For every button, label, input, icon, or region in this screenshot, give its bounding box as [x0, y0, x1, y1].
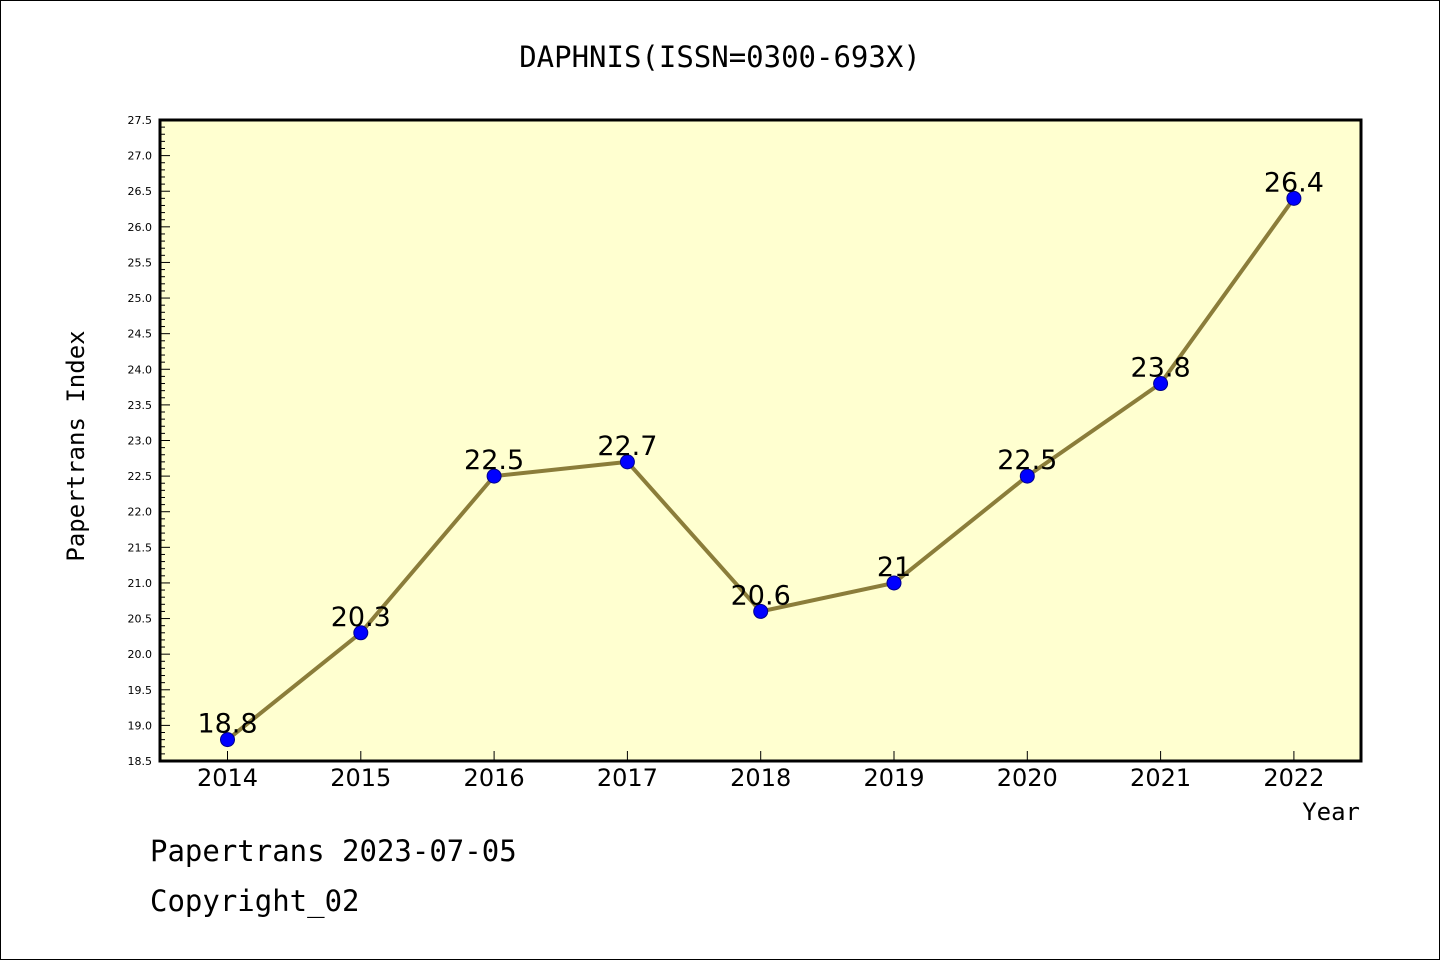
- y-tick-label: 22.0: [128, 506, 153, 519]
- data-point: [886, 575, 902, 591]
- y-tick-label: 26.5: [128, 185, 153, 198]
- plot-area: [160, 120, 1361, 761]
- footer-copyright: Copyright_02: [150, 884, 360, 918]
- y-tick-label: 20.5: [128, 613, 153, 626]
- x-tick-label: 2019: [863, 764, 924, 792]
- x-tick-label: 2020: [997, 764, 1058, 792]
- y-tick-label: 24.5: [128, 328, 153, 341]
- data-point: [353, 625, 369, 641]
- x-tick-label: 2014: [197, 764, 258, 792]
- y-axis-label: Papertrans Index: [62, 330, 90, 561]
- y-tick-label: 20.0: [128, 648, 153, 661]
- x-tick-label: 2015: [330, 764, 391, 792]
- data-point: [753, 603, 769, 619]
- data-label: 22.5: [464, 445, 524, 476]
- y-tick-label: 27.5: [128, 114, 153, 127]
- data-label: 22.5: [997, 445, 1057, 476]
- y-axis: 18.5 19.0 19.5 20.0 20.5 21.0 21.5 22.0 22.5 23.0…: [128, 114, 170, 768]
- y-tick-label: 22.5: [128, 470, 153, 483]
- footer-date: Papertrans 2023-07-05: [150, 834, 517, 868]
- data-label: 18.8: [197, 709, 257, 740]
- x-tick-label: 2022: [1263, 764, 1324, 792]
- y-tick-label: 19.5: [128, 684, 153, 697]
- data-label: 20.6: [731, 580, 791, 611]
- y-tick-label: 21.0: [128, 577, 153, 590]
- data-point: [1153, 376, 1169, 392]
- data-point: [1019, 468, 1035, 484]
- x-tick-label: 2018: [730, 764, 791, 792]
- data-label: 26.4: [1264, 167, 1324, 198]
- data-label: 23.8: [1131, 353, 1191, 384]
- y-tick-label: 27.0: [128, 150, 153, 163]
- y-tick-label: 25.5: [128, 256, 153, 269]
- data-label: 21: [877, 552, 911, 583]
- data-point: [486, 468, 502, 484]
- x-axis-label: Year: [1302, 798, 1360, 826]
- y-tick-label: 19.0: [128, 719, 153, 732]
- data-point: [1286, 190, 1302, 206]
- chart-title: DAPHNIS(ISSN=0300-693X): [519, 40, 921, 74]
- plot-border: [158, 118, 1363, 763]
- y-tick-label: 18.5: [128, 755, 153, 768]
- x-tick-label: 2021: [1130, 764, 1191, 792]
- y-tick-label: 24.0: [128, 363, 153, 376]
- y-tick-label: 25.0: [128, 292, 153, 305]
- data-point: [220, 732, 235, 748]
- x-tick-label: 2016: [464, 764, 525, 792]
- y-tick-label: 23.0: [128, 435, 153, 448]
- data-label: 22.7: [597, 431, 657, 462]
- y-tick-label: 23.5: [128, 399, 153, 412]
- y-tick-label: 21.5: [128, 541, 153, 554]
- data-point: [619, 454, 635, 470]
- y-tick-label: 26.0: [128, 221, 153, 234]
- data-label: 20.3: [331, 602, 391, 633]
- series: 18.8 20.3 22.5 22.7 20.6 21 22.5 23.8 26.4: [197, 167, 1324, 748]
- x-tick-label: 2017: [597, 764, 658, 792]
- x-axis: 2014 2015 2016 2017 2018 2019 2020 2021 2022: [197, 751, 1324, 792]
